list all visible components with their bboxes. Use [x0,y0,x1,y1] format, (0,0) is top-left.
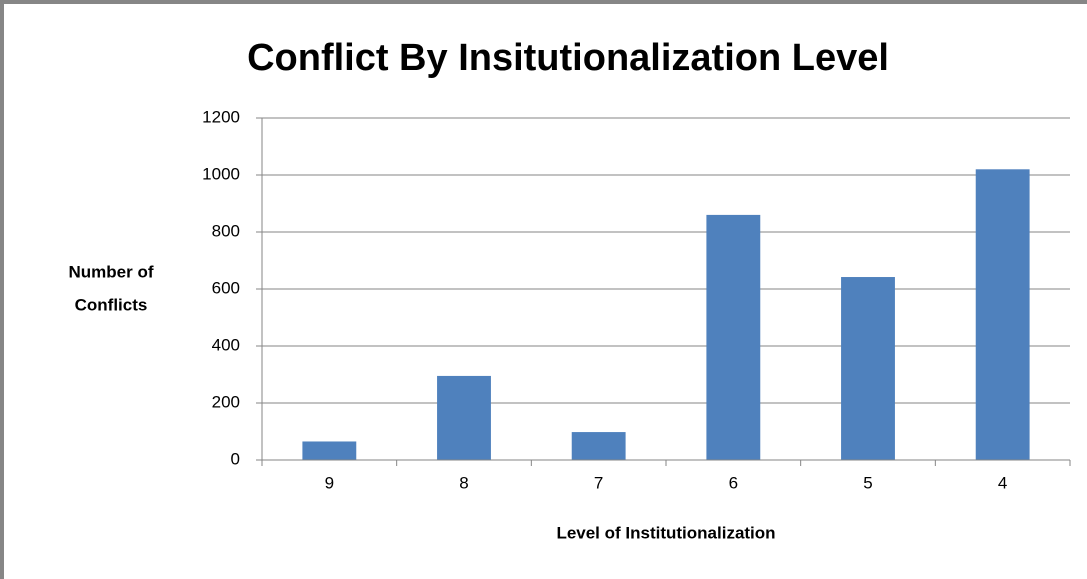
x-tick-label: 7 [594,473,603,492]
bar [975,169,1030,461]
x-axis-title: Level of Institutionalization [556,523,775,542]
bar [437,375,491,460]
x-tick-label: 8 [459,473,468,492]
y-tick-label: 1000 [202,164,240,183]
bar [706,214,761,460]
x-tick-label: 4 [998,473,1007,492]
y-axis-title: Number of [69,262,154,281]
y-axis-title: Conflicts [75,295,148,314]
y-tick-label: 200 [212,392,240,411]
x-tick-label: 5 [863,473,872,492]
y-tick-label: 0 [231,449,240,468]
y-tick-label: 600 [212,278,240,297]
bar [841,277,895,460]
x-tick-label: 9 [325,473,334,492]
x-tick-label: 6 [729,473,738,492]
bar [571,432,626,460]
y-tick-label: 1200 [202,107,240,126]
bar [302,441,357,460]
y-tick-label: 400 [212,335,240,354]
chart-title: Conflict By Insitutionalization Level [247,37,889,79]
y-tick-label: 800 [212,221,240,240]
